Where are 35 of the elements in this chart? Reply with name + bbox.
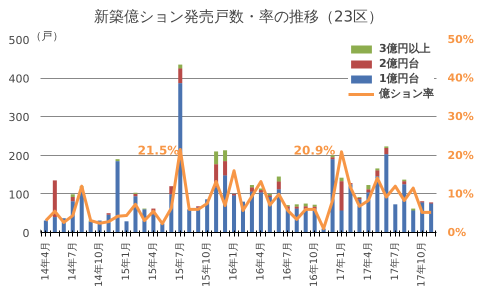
legend-label: 億ション率: [379, 86, 434, 101]
x-tick-label: 14年10月: [93, 241, 106, 287]
x-tick-label: 17年1月: [335, 241, 348, 281]
annotation: 21.5%: [138, 144, 180, 158]
x-tick-label: 15年4月: [146, 241, 159, 281]
y-tick-label: 500: [8, 34, 30, 47]
y-tick-label: 400: [8, 72, 30, 86]
x-tick-label: 16年7月: [281, 241, 294, 281]
y-axis-title: （戸）: [30, 30, 64, 42]
legend-label: 3億円以上: [379, 41, 431, 56]
y2-tick-label: 0%: [448, 226, 466, 239]
y-tick-label: 300: [8, 111, 30, 124]
x-tick-label: 15年10月: [200, 241, 213, 287]
x-tick-label: 15年7月: [174, 241, 186, 281]
chart-title: 新築億ション発売戸数・率の推移（23区）: [94, 8, 384, 26]
x-tick-label: 14年7月: [66, 241, 78, 281]
y-tick-label: 200: [8, 150, 30, 163]
y2-tick-label: 20%: [448, 148, 474, 162]
x-tick-label: 15年1月: [120, 241, 132, 281]
y2-tick-label: 50%: [448, 33, 474, 46]
y2-tick-label: 40%: [448, 72, 474, 85]
y-tick-label: 0: [22, 227, 30, 240]
x-tick-label: 17年4月: [362, 241, 374, 281]
legend-label: 1億円台: [379, 71, 420, 86]
legend-label: 2億円台: [379, 56, 420, 71]
x-tick-label: 16年1月: [228, 241, 240, 281]
x-tick-label: 14年4月: [39, 241, 52, 281]
y2-tick-label: 10%: [448, 187, 474, 200]
annotation: 20.9%: [294, 144, 336, 158]
x-tick-label: 16年10月: [308, 241, 320, 287]
x-tick-label: 16年4月: [254, 241, 266, 281]
y-tick-label: 100: [8, 188, 30, 202]
y2-tick-label: 30%: [448, 110, 474, 124]
x-tick-label: 17年10月: [416, 241, 428, 287]
x-tick-label: 17年7月: [388, 241, 401, 281]
